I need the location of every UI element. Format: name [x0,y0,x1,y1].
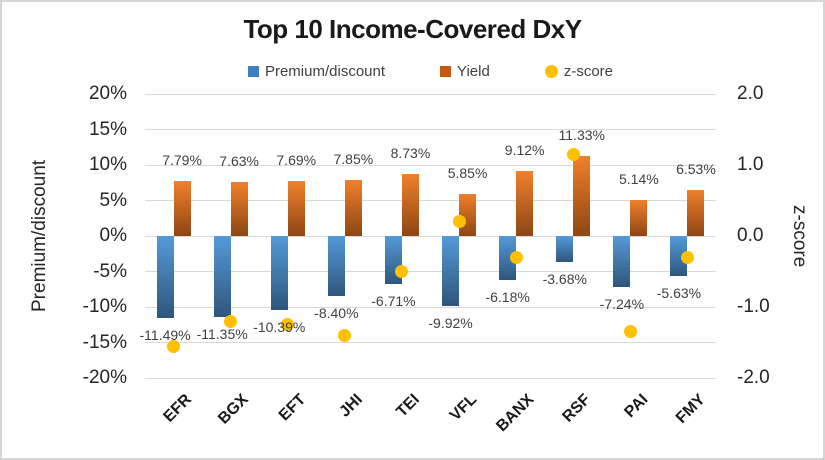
right-axis-title: z-score [789,204,810,268]
left-axis-tick-label: -5% [93,260,127,282]
premium-discount-bar [499,236,517,280]
gridline [145,93,716,95]
z-score-marker [452,215,466,229]
gridline [145,235,716,237]
right-axis-tick-label: 0.0 [737,225,764,246]
z-score-dot-icon [544,65,558,78]
legend-label: Yield [457,63,490,80]
yield-swatch-icon [440,66,452,77]
yield-bar [344,180,362,236]
x-axis-category-label: EFT [275,391,309,425]
x-axis-category-label: VFL [446,391,481,425]
legend-item-z-score: z-score [544,63,614,80]
right-axis-tick-label: 1.0 [737,154,764,175]
left-axis-tick-label: 15% [88,118,127,140]
premium-discount-bar [556,236,574,263]
premium-discount-swatch-icon [247,66,259,77]
yield-data-label: 5.14% [618,170,659,187]
z-score-marker [281,318,295,332]
yield-bar [287,181,305,236]
z-score-marker [224,314,238,328]
z-score-marker [680,250,694,264]
right-axis-tick-label: -2.0 [737,367,770,388]
gridline [145,129,716,130]
premium-discount-data-label: -3.68% [542,271,587,288]
yield-data-label: 5.85% [447,165,488,182]
yield-data-label: 7.79% [162,151,202,168]
legend-item-yield: Yield [440,63,490,80]
yield-data-label: 7.63% [219,152,259,169]
left-axis-tick-label: 5% [99,189,127,211]
yield-data-label: 9.12% [504,142,545,159]
premium-discount-data-label: -11.49% [139,326,191,343]
premium-discount-data-label: -10.39% [253,318,306,335]
yield-bar [401,174,419,236]
premium-discount-bar [270,236,288,310]
z-score-marker [167,339,181,353]
yield-bar [630,199,648,236]
yield-bar [573,155,591,236]
x-axis-category-label: TEI [393,391,423,421]
right-axis-tick-label: 2.0 [737,83,764,104]
yield-data-label: 7.85% [333,151,374,168]
yield-data-label: 8.73% [390,145,431,162]
yield-data-label: 6.53% [676,160,716,177]
gridline [145,200,716,201]
z-score-marker [338,328,352,342]
yield-bar [687,189,705,236]
premium-discount-data-label: -7.24% [599,296,645,313]
left-axis-tick-label: -15% [82,331,127,353]
premium-discount-bar [213,236,231,317]
gridline [145,306,716,308]
legend-item-premium-discount: Premium/discount [247,63,386,80]
left-axis-tick-label: -20% [82,367,127,388]
z-score-marker [395,265,409,278]
legend-label: Premium/discount [264,63,386,80]
gridline [145,377,716,379]
premium-discount-bar [442,236,460,307]
x-axis-category-label: PAI [621,391,652,422]
premium-discount-data-label: -5.63% [656,284,702,301]
gridline [145,164,716,166]
premium-discount-bar [327,236,345,296]
right-axis-tick-label: -1.0 [737,296,770,317]
premium-discount-bar [670,236,688,276]
yield-data-label: 11.33% [558,126,605,143]
legend: Premium/discount Yield z-score [145,63,716,80]
yield-data-label: 7.69% [276,152,317,169]
premium-discount-data-label: -6.71% [371,292,416,309]
left-axis-tick-label: 20% [88,83,127,104]
premium-discount-data-label: -11.35% [196,325,248,342]
premium-discount-bar [156,236,174,318]
legend-label: z-score [563,63,614,80]
x-axis-category-label: BANX [493,391,538,436]
x-axis-category-label: EFR [159,391,195,426]
z-score-marker [623,325,637,339]
gridline [145,271,716,272]
x-axis-category-label: JHI [336,391,366,421]
gridline [145,342,716,343]
yield-bar [516,171,534,236]
chart-title: Top 10 Income-Covered DxY [243,14,582,44]
left-axis-tick-label: 0% [99,225,127,246]
premium-discount-data-label: -9.92% [428,315,473,332]
left-axis-tick-label: -10% [82,296,127,317]
premium-discount-data-label: -8.40% [314,304,359,321]
yield-bar [173,180,191,236]
left-axis-tick-label: 10% [88,154,127,175]
premium-discount-bar [613,236,631,288]
premium-discount-data-label: -6.18% [485,288,530,305]
z-score-marker [509,250,523,264]
yield-bar [230,181,248,236]
x-axis-category-label: BGX [215,391,252,428]
z-score-marker [566,147,580,161]
x-axis-category-label: RSF [559,391,595,426]
x-axis-category-label: FMY [672,391,709,427]
